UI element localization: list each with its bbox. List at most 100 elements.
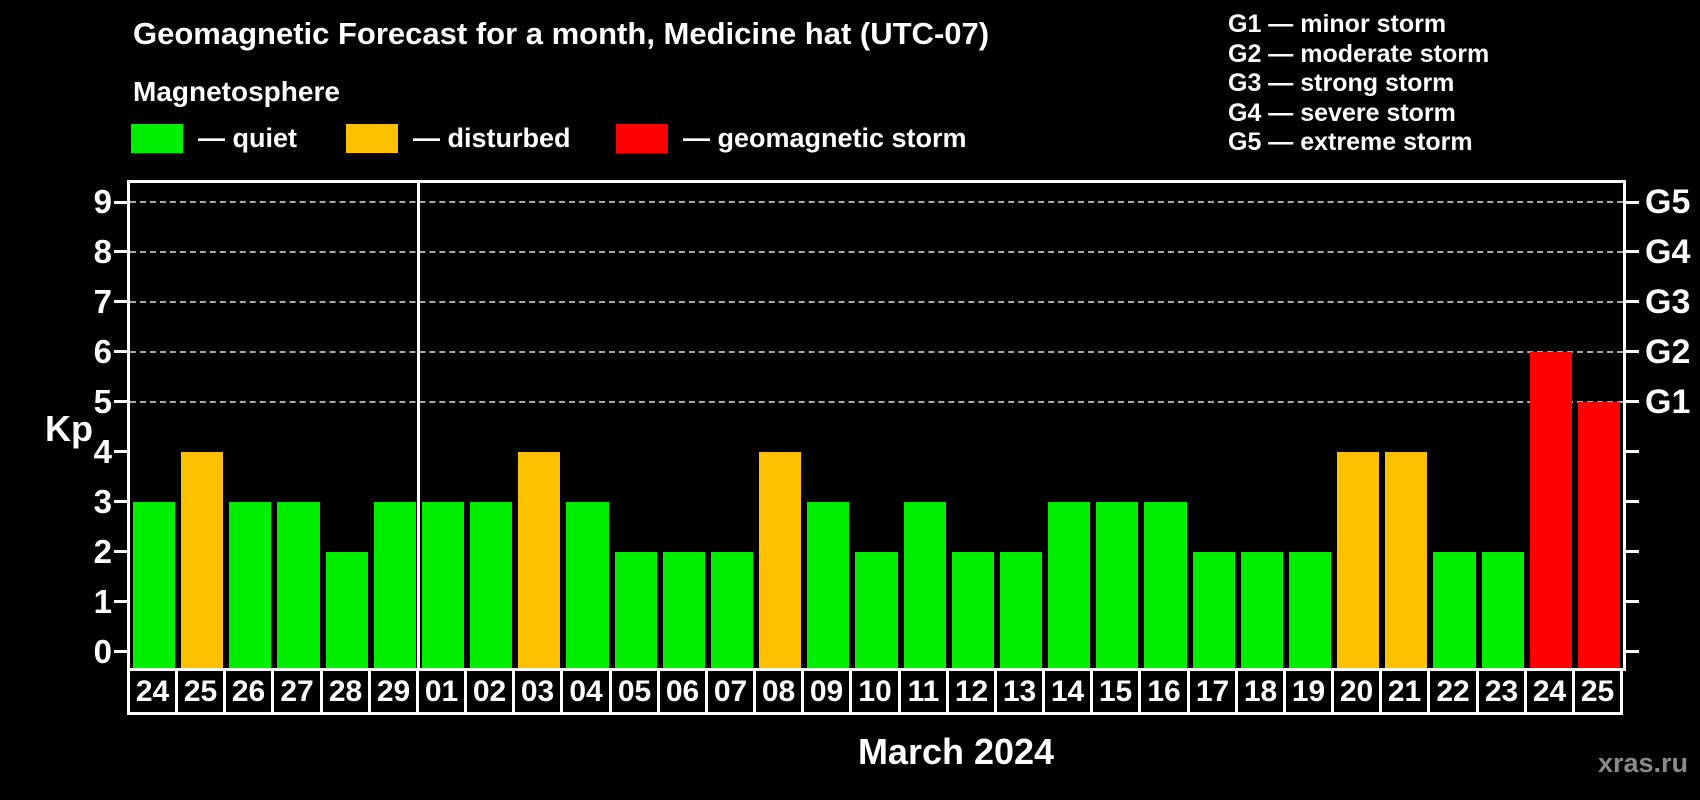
day-label-29: 29 bbox=[368, 668, 419, 715]
y-tick-left-2 bbox=[114, 550, 127, 554]
kp-bar-06 bbox=[662, 551, 705, 668]
day-label-08: 08 bbox=[753, 668, 804, 715]
y-tick-left-4 bbox=[114, 450, 127, 454]
y-tick-label-7: 7 bbox=[93, 282, 112, 320]
day-label-06: 06 bbox=[657, 668, 708, 715]
y-tick-label-5: 5 bbox=[93, 382, 112, 420]
day-label-25: 25 bbox=[175, 668, 226, 715]
y-tick-label-1: 1 bbox=[93, 582, 112, 620]
kp-bar-13 bbox=[999, 551, 1043, 668]
day-label-22: 22 bbox=[1427, 668, 1479, 715]
g-legend-line-g1: G1 — minor storm bbox=[1228, 10, 1447, 38]
y-tick-label-4: 4 bbox=[93, 432, 112, 470]
y-tick-label-9: 9 bbox=[93, 183, 112, 221]
kp-bar-10 bbox=[855, 551, 898, 668]
g-legend-line-g4: G4 — severe storm bbox=[1228, 98, 1456, 127]
kp-bar-27 bbox=[277, 501, 320, 668]
day-label-18: 18 bbox=[1235, 668, 1286, 715]
day-label-19: 19 bbox=[1283, 668, 1334, 715]
kp-bar-26 bbox=[229, 501, 272, 668]
day-label-11: 11 bbox=[898, 668, 949, 715]
y-tick-right-6 bbox=[1626, 350, 1639, 354]
y-tick-right-0 bbox=[1626, 650, 1639, 653]
kp-bar-22 bbox=[1433, 551, 1476, 668]
y-tick-right-9 bbox=[1626, 200, 1639, 204]
gridline-kp8 bbox=[130, 250, 1623, 253]
kp-bar-07 bbox=[710, 551, 754, 668]
y-tick-label-3: 3 bbox=[93, 482, 112, 520]
plot-area bbox=[127, 180, 1626, 671]
kp-bar-09 bbox=[807, 501, 850, 668]
g-level-label-g5: G5 bbox=[1645, 183, 1691, 222]
kp-bar-18 bbox=[1240, 551, 1283, 668]
gridline-kp7 bbox=[130, 300, 1623, 303]
storm-color-swatch bbox=[616, 124, 668, 153]
watermark: xras.ru bbox=[1597, 748, 1688, 778]
kp-bar-25 bbox=[181, 451, 224, 668]
kp-bar-11 bbox=[903, 501, 946, 668]
y-tick-left-3 bbox=[114, 500, 127, 504]
g-level-label-g4: G4 bbox=[1645, 232, 1691, 271]
g-scale-legend: G1 — minor storm G2 — moderate storm G3 … bbox=[1228, 10, 1489, 158]
y-tick-left-1 bbox=[114, 600, 127, 604]
y-tick-right-2 bbox=[1626, 550, 1639, 554]
magnetosphere-label: Magnetosphere bbox=[133, 76, 340, 107]
y-axis-title: Kp bbox=[45, 408, 93, 449]
day-label-02: 02 bbox=[464, 668, 515, 715]
g-level-label-g1: G1 bbox=[1645, 382, 1691, 421]
legend-label-quiet: — quiet bbox=[198, 123, 297, 153]
day-label-07: 07 bbox=[705, 668, 756, 715]
kp-bar-08 bbox=[759, 451, 802, 668]
kp-bar-17 bbox=[1192, 551, 1235, 668]
g-legend-line-g2: G2 — moderate storm bbox=[1228, 39, 1490, 68]
chart-title: Geomagnetic Forecast for a month, Medici… bbox=[133, 16, 990, 51]
x-axis-labels: 24 25 26 27 28 29 01 02 03 04 05 06 07 08 09 10 11 12 13 14… bbox=[127, 668, 1626, 715]
day-label-28: 28 bbox=[320, 668, 371, 715]
y-tick-left-0 bbox=[114, 650, 127, 653]
y-tick-right-1 bbox=[1626, 600, 1639, 604]
day-label-24: 24 bbox=[127, 668, 178, 715]
g-level-label-g3: G3 bbox=[1645, 282, 1691, 321]
day-label-04: 04 bbox=[560, 668, 612, 715]
day-label-09: 09 bbox=[801, 668, 852, 715]
y-tick-left-5 bbox=[114, 400, 127, 404]
day-label-15: 15 bbox=[1090, 668, 1141, 715]
kp-bar-21 bbox=[1385, 451, 1428, 668]
quiet-color-swatch bbox=[131, 124, 183, 153]
kp-bar-12 bbox=[951, 551, 994, 668]
kp-bar-03 bbox=[518, 451, 561, 668]
day-label-03: 03 bbox=[512, 668, 563, 715]
kp-bar-02 bbox=[470, 501, 513, 668]
g-legend-line-g5: G5 — extreme storm bbox=[1228, 128, 1473, 156]
y-tick-right-8 bbox=[1626, 250, 1639, 254]
day-label-26: 26 bbox=[223, 668, 274, 715]
y-tick-right-7 bbox=[1626, 300, 1639, 304]
day-label-23: 23 bbox=[1476, 668, 1527, 715]
y-tick-left-7 bbox=[114, 300, 127, 304]
gridline-kp6 bbox=[130, 350, 1623, 353]
g-level-label-g2: G2 bbox=[1645, 332, 1691, 371]
kp-bar-16 bbox=[1144, 501, 1187, 668]
y-tick-left-6 bbox=[114, 350, 127, 354]
legend-item-disturbed: — disturbed bbox=[346, 123, 571, 154]
day-label-05: 05 bbox=[609, 668, 660, 715]
kp-bar-14 bbox=[1048, 501, 1091, 668]
g-legend-line-g3: G3 — strong storm bbox=[1228, 69, 1455, 97]
kp-bar-19 bbox=[1288, 551, 1332, 668]
month-separator-line bbox=[417, 183, 421, 668]
y-tick-right-5 bbox=[1626, 400, 1639, 404]
day-label-10: 10 bbox=[849, 668, 901, 715]
legend-item-storm: — geomagnetic storm bbox=[616, 123, 967, 154]
y-tick-label-8: 8 bbox=[93, 232, 112, 270]
kp-bar-25 bbox=[1577, 401, 1620, 668]
y-tick-right-4 bbox=[1626, 450, 1639, 454]
kp-bar-24 bbox=[1529, 351, 1572, 668]
kp-bar-28 bbox=[325, 551, 368, 668]
day-label-21: 21 bbox=[1379, 668, 1430, 715]
y-tick-label-0: 0 bbox=[93, 632, 112, 670]
kp-bar-15 bbox=[1096, 501, 1139, 668]
kp-bar-20 bbox=[1337, 451, 1380, 668]
kp-bar-23 bbox=[1481, 551, 1524, 668]
y-tick-left-8 bbox=[114, 250, 127, 254]
